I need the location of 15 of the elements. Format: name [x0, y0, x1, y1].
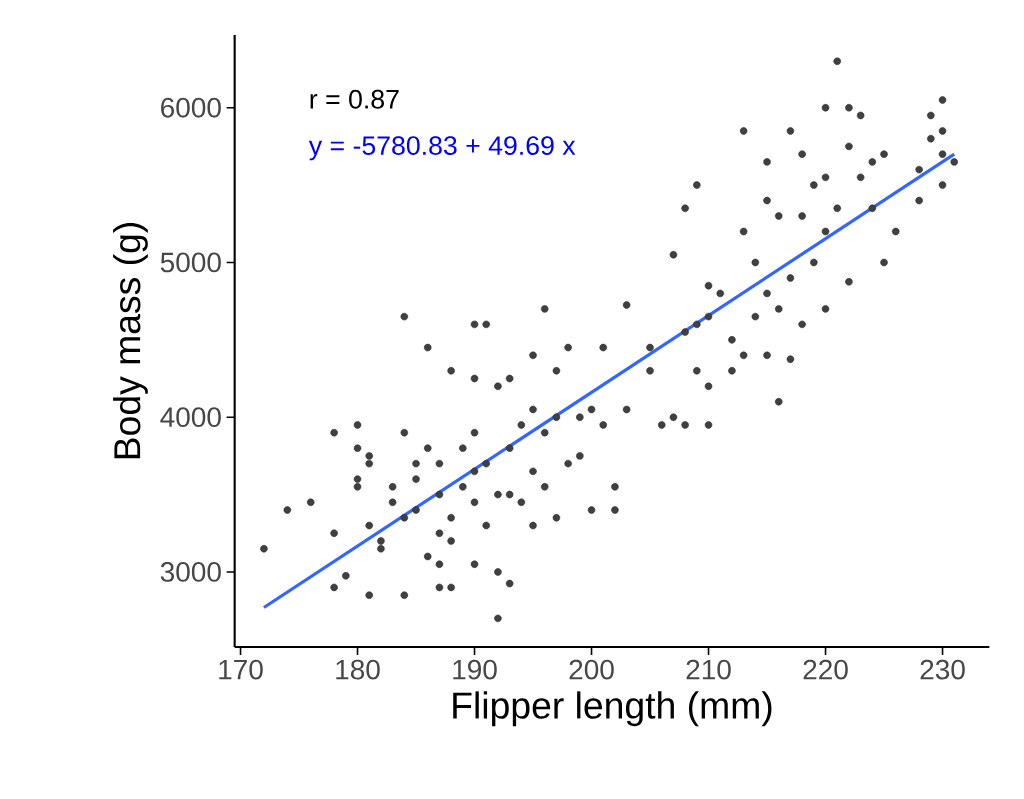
x-axis-title: Flipper length (mm)	[453, 691, 772, 727]
y-tick-label: 4000	[160, 407, 221, 428]
x-tick-label: 170	[219, 659, 263, 680]
x-tick-label: 220	[803, 659, 848, 680]
y-axis-title: Body mass (g)	[113, 223, 148, 459]
annotation: y = -5780.83 + 49.69 x	[308, 136, 576, 161]
x-tick-label: 180	[336, 659, 380, 680]
x-tick-label: 190	[453, 659, 497, 680]
annotation: r = 0.87	[310, 89, 399, 109]
x-tick-label: 230	[920, 659, 965, 680]
x-tick-label: 210	[686, 659, 731, 680]
x-tick-label: 200	[569, 659, 614, 680]
y-tick-label: 5000	[160, 252, 221, 273]
y-tick-label: 3000	[160, 562, 221, 582]
y-tick-label: 6000	[161, 97, 221, 118]
